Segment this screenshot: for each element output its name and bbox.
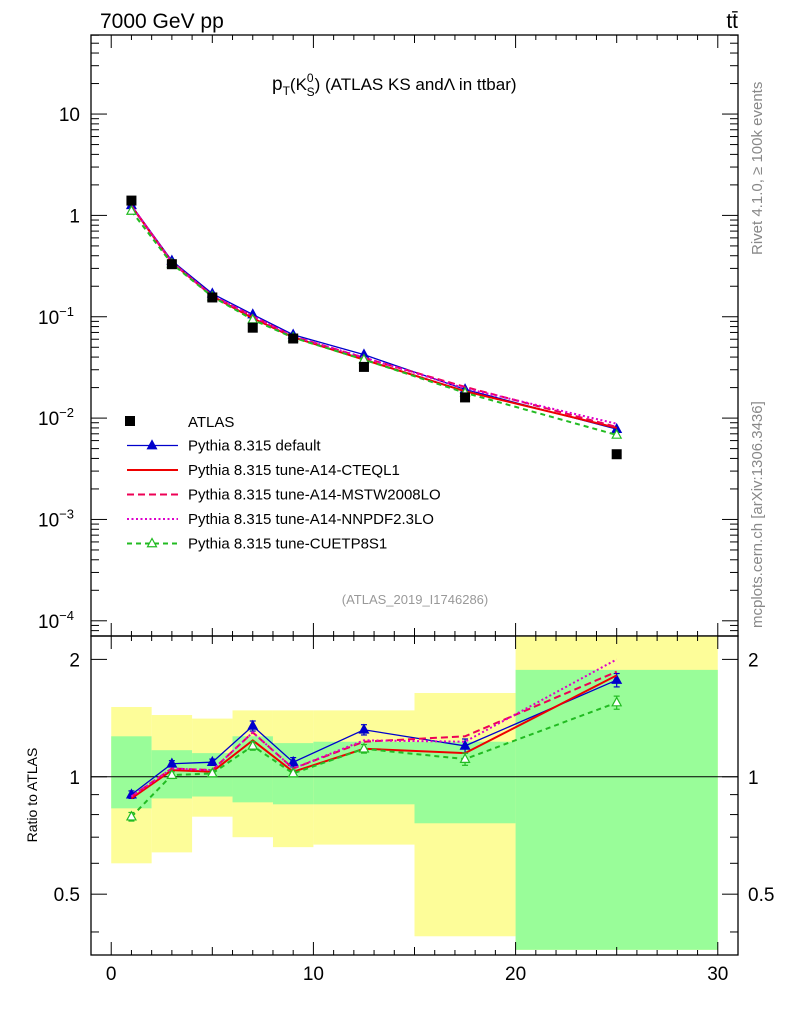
- ratio-marker-s4-0: [125, 810, 137, 821]
- ratio-marker-s4-4: [287, 767, 299, 778]
- atlas-point-2: [207, 292, 218, 303]
- title-end: in ttbar): [454, 75, 516, 94]
- ratio-axes: 0 10 20 30 2 2 1 1 0.5 0.5: [54, 635, 774, 985]
- legend-atlas-marker: [125, 416, 135, 426]
- band-inner-7: [515, 669, 718, 950]
- main-ytick-label-0: 10: [59, 105, 80, 126]
- x-tick-label-1: 10: [303, 964, 324, 985]
- main-ytick-base-0: 10: [59, 105, 80, 126]
- ratio-panel: 0 10 20 30 2 2 1 1 0.5 0.5 Ratio to ATLAS: [24, 635, 774, 985]
- ratio-marker-s0-1: [166, 757, 178, 768]
- ratio-marker-s0-6: [459, 739, 471, 750]
- main-series-layer: [125, 198, 623, 439]
- title-open: (K: [290, 75, 308, 94]
- atlas-point-4: [288, 333, 299, 344]
- ratio-line-series-4: [130, 701, 618, 818]
- ratio-ylabel: Ratio to ATLAS: [24, 748, 40, 843]
- ratio-marker-s0-3: [247, 719, 259, 730]
- title-sub-t: T: [283, 84, 291, 98]
- main-ytick-label-5: 10−4: [38, 608, 74, 633]
- main-data-points: [126, 195, 622, 460]
- ratio-marker-s4-6: [459, 752, 471, 763]
- legend-label-0: Pythia 8.315 default: [188, 438, 321, 455]
- main-ytick-base-3: 10: [38, 409, 59, 430]
- side-top-label: Rivet 4.1.0, ≥ 100k events: [749, 82, 766, 255]
- main-ytick-exp-2: −1: [59, 304, 74, 319]
- main-ytick-base-5: 10: [38, 612, 59, 633]
- ratio-ytick-label-right-1: 1: [748, 768, 759, 789]
- atlas-point-6: [460, 392, 471, 403]
- ratio-marker-s0-5: [358, 723, 370, 734]
- main-line-series-1: [130, 205, 617, 429]
- watermark-label: (ATLAS_2019_I1746286): [342, 592, 488, 607]
- main-ytick-exp-5: −4: [59, 608, 74, 623]
- legend-marker-0: [146, 439, 158, 450]
- ratio-line-series-1: [130, 674, 618, 800]
- chart-title: pT(K0 S) (ATLAS KS andΛ in ttbar): [272, 71, 517, 99]
- atlas-point-0: [126, 195, 137, 206]
- main-ytick-label-1: 1: [69, 206, 80, 227]
- main-line-series-3: [130, 205, 617, 425]
- header-right-label: tt̄: [726, 10, 738, 33]
- atlas-point-1: [166, 259, 177, 270]
- main-line-series-2: [130, 205, 617, 428]
- ratio-marker-s4-7: [611, 696, 623, 707]
- title-sup: 0: [307, 71, 314, 85]
- main-ytick-label-2: 10−1: [38, 304, 74, 329]
- ratio-series-layer: [91, 658, 738, 822]
- main-marker-s4-0: [125, 204, 137, 215]
- atlas-point-3: [247, 322, 258, 333]
- main-ytick-exp-3: −2: [59, 405, 74, 420]
- legend-label-3: Pythia 8.315 tune-A14-NNPDF2.3LO: [188, 511, 434, 528]
- ratio-line-series-0: [131, 679, 617, 796]
- ratio-marker-s4-5: [358, 742, 370, 753]
- title-lambda: Λ: [444, 75, 456, 94]
- main-ytick-base-2: 10: [38, 308, 59, 329]
- x-tick-label-3: 30: [707, 964, 728, 985]
- ratio-ytick-label-left-1: 1: [69, 768, 80, 789]
- main-ytick-exp-4: −3: [59, 506, 74, 521]
- ratio-marker-s4-2: [206, 767, 218, 778]
- atlas-point-5: [358, 361, 369, 372]
- main-line-series-0: [130, 204, 617, 430]
- main-ytick-label-4: 10−3: [38, 506, 74, 531]
- ratio-ytick-label-left-2: 0.5: [54, 885, 80, 906]
- ratio-bands: [111, 636, 718, 950]
- main-ytick-label-3: 10−2: [38, 405, 74, 430]
- ratio-ytick-label-left-0: 2: [69, 650, 80, 671]
- title-rest: ) (ATLAS KS and: [315, 75, 444, 94]
- side-bottom-label: mcplots.cern.ch [arXiv:1306.3436]: [749, 401, 766, 628]
- header-left-label: 7000 GeV pp: [100, 10, 224, 33]
- ratio-marker-s0-7: [611, 673, 623, 684]
- ratio-marker-s0-2: [206, 755, 218, 767]
- ratio-marker-s0-4: [287, 755, 299, 767]
- main-ytick-base-4: 10: [38, 510, 59, 531]
- x-tick-label-0: 0: [106, 964, 117, 985]
- ratio-ytick-label-right-0: 2: [748, 650, 759, 671]
- legend-label-4: Pythia 8.315 tune-CUETP8S1: [188, 536, 387, 553]
- main-line-series-4: [130, 210, 617, 436]
- legend: ATLAS Pythia 8.315 default Pythia 8.315 tu…: [125, 414, 441, 553]
- ratio-marker-s4-1: [166, 768, 178, 779]
- x-tick-label-2: 20: [505, 964, 526, 985]
- ratio-ytick-label-right-2: 0.5: [748, 885, 774, 906]
- legend-marker-4: [146, 537, 158, 548]
- ratio-line-series-3: [130, 658, 618, 798]
- main-marker-s4-7: [611, 428, 623, 439]
- atlas-point-7: [611, 449, 622, 460]
- legend-label-1: Pythia 8.315 tune-A14-CTEQL1: [188, 462, 400, 479]
- ratio-marker-s4-3: [247, 739, 259, 750]
- main-ytick-base-1: 1: [69, 206, 80, 227]
- legend-atlas-label: ATLAS: [188, 414, 234, 431]
- title-sub-s: S: [307, 85, 315, 99]
- legend-label-2: Pythia 8.315 tune-A14-MSTW2008LO: [188, 487, 441, 504]
- title-p: p: [272, 74, 283, 95]
